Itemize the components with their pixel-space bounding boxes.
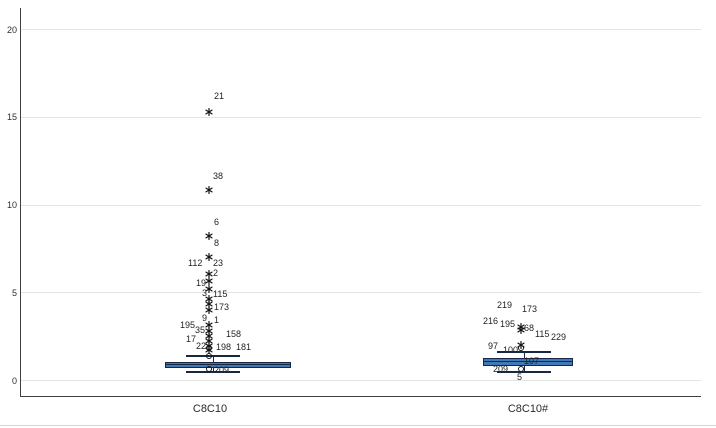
case-label: 2 — [213, 267, 219, 278]
outlier-star-icon — [517, 336, 525, 350]
lower-whisker-cap — [186, 371, 240, 374]
upper-whisker-cap — [186, 355, 240, 358]
outlier-star-icon — [205, 272, 213, 286]
case-label: 23 — [213, 258, 224, 269]
case-label: 9 — [202, 312, 208, 323]
outlier-circle-icon — [518, 344, 524, 351]
category-label: C8C10# — [507, 403, 549, 415]
lower-whisker-cap — [497, 371, 551, 374]
case-label: 22 — [196, 340, 207, 351]
upper-whisker — [213, 356, 214, 363]
y-tick-label: 20 — [6, 24, 17, 35]
y-tick-label: 0 — [11, 375, 17, 386]
case-label: 219 — [497, 299, 513, 310]
case-label: 181 — [236, 342, 252, 353]
case-label: 6 — [214, 217, 220, 228]
case-label: 195 — [180, 319, 196, 330]
outlier-star-icon — [517, 321, 525, 334]
y-axis-line — [20, 8, 21, 397]
case-label: 100 — [503, 344, 519, 355]
median-line — [165, 363, 291, 366]
case-label: 35 — [195, 325, 206, 336]
upper-whisker-cap — [497, 351, 551, 354]
case-label: 229 — [551, 331, 567, 342]
category-label: C8C10 — [192, 403, 228, 415]
case-label: 195 — [500, 318, 516, 329]
case-label: 112 — [188, 258, 203, 269]
case-label: 115 — [535, 328, 550, 339]
outlier-star-icon — [205, 280, 213, 294]
case-label: 198 — [216, 342, 232, 353]
case-label: 158 — [226, 328, 242, 339]
case-label: 19 — [196, 278, 207, 288]
case-label: 1 — [214, 314, 220, 325]
outlier-star-icon — [205, 301, 213, 315]
median-line — [483, 360, 573, 363]
gridline — [21, 116, 701, 118]
case-label: 17 — [186, 334, 197, 345]
outlier-circle-icon — [206, 365, 212, 372]
case-label: 21 — [214, 90, 225, 101]
outlier-star-icon — [205, 227, 213, 241]
outlier-circle-icon — [206, 345, 212, 352]
gridline — [21, 380, 701, 381]
case-label: 97 — [488, 340, 499, 351]
y-tick-label: 15 — [6, 112, 17, 123]
lower-whisker — [213, 367, 214, 373]
case-label: 38 — [213, 171, 224, 182]
gridline — [21, 204, 701, 206]
gridline — [21, 29, 701, 31]
outlier-star-icon — [205, 248, 213, 262]
case-label: 173 — [214, 302, 230, 313]
x-axis-line — [20, 396, 701, 397]
outlier-circle-icon — [206, 353, 212, 360]
case-label: 209 — [214, 364, 230, 375]
lower-whisker — [524, 365, 525, 373]
case-label: 68 — [524, 322, 535, 333]
y-tick-label: 10 — [6, 200, 17, 211]
outlier-star-icon — [205, 265, 213, 279]
case-label: 173 — [522, 303, 538, 314]
case-label: 5 — [517, 372, 523, 383]
upper-whisker — [524, 352, 525, 358]
y-tick-label: 5 — [11, 287, 17, 298]
case-label: 209 — [493, 364, 509, 375]
case-label: 3 — [202, 288, 208, 298]
case-label: 216 — [483, 315, 499, 326]
gridline — [21, 292, 701, 294]
case-label: 8 — [214, 238, 220, 249]
figure-bottom-border — [0, 425, 716, 426]
case-label: 115 — [213, 289, 228, 299]
outlier-star-icon — [205, 181, 213, 195]
outlier-circle-icon — [518, 366, 524, 373]
outlier-star-icon — [205, 103, 213, 117]
